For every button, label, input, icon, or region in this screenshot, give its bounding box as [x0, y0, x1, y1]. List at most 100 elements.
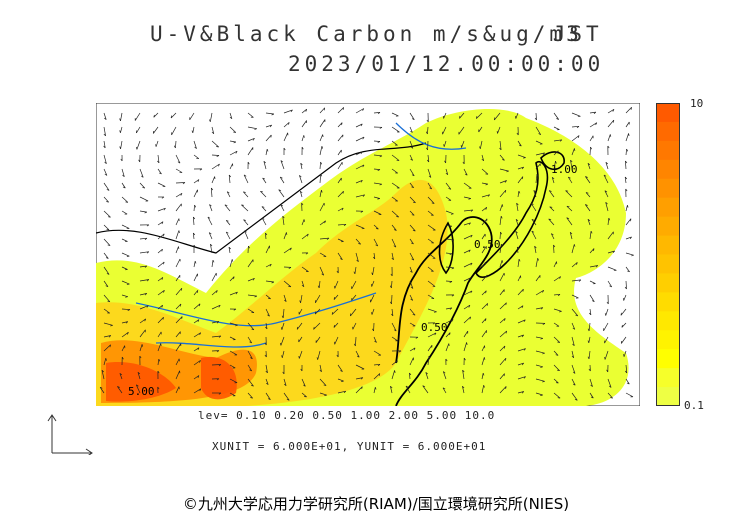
wind-arrow	[548, 190, 555, 198]
wind-arrow-head	[107, 216, 111, 218]
colorbar-band	[656, 159, 680, 180]
wind-arrow	[193, 179, 200, 184]
wind-arrow	[516, 246, 519, 254]
wind-arrow	[585, 204, 591, 212]
wind-arrow	[153, 126, 159, 134]
wind-arrow	[175, 303, 182, 310]
wind-arrow	[443, 140, 447, 147]
wind-arrow	[370, 294, 375, 303]
wind-arrow-head	[193, 244, 196, 248]
wind-arrow	[391, 168, 398, 174]
wind-arrow-head	[486, 303, 489, 306]
wind-arrow	[193, 319, 200, 324]
wind-arrow	[391, 294, 393, 305]
wind-arrow-head	[324, 220, 326, 224]
wind-arrow	[103, 196, 109, 203]
wind-arrow-head	[146, 224, 150, 227]
wind-arrow	[409, 224, 416, 232]
wind-arrow-head	[282, 215, 285, 219]
wind-arrow-head	[266, 148, 269, 152]
wind-arrow	[391, 280, 393, 289]
wind-arrow	[355, 179, 363, 184]
wind-arrow-head	[479, 146, 481, 149]
wind-arrow	[265, 378, 269, 385]
wind-arrow-head	[608, 217, 611, 221]
wind-arrow	[355, 238, 361, 245]
wind-arrow	[569, 232, 573, 240]
wind-arrow	[442, 126, 447, 135]
wind-arrow	[530, 203, 537, 212]
wind-arrow-head	[331, 312, 334, 315]
wind-arrow	[281, 350, 285, 358]
wind-arrow-head	[305, 252, 309, 255]
wind-arrow	[499, 289, 505, 296]
wind-arrow-head	[593, 248, 595, 252]
wind-arrow	[283, 122, 290, 128]
wind-arrow	[247, 147, 254, 156]
wind-arrow-head	[125, 201, 128, 203]
wind-arrow	[499, 154, 505, 161]
wind-arrow	[531, 230, 537, 240]
wind-arrow	[247, 126, 257, 130]
wind-arrow-head	[542, 290, 545, 293]
wind-arrow	[535, 126, 541, 135]
wind-arrow	[588, 336, 591, 343]
wind-arrow	[244, 230, 249, 240]
wind-arrow	[139, 279, 149, 282]
wind-arrow	[391, 308, 394, 316]
wind-arrow-head	[161, 196, 165, 199]
wind-arrow-head	[576, 262, 578, 265]
wind-arrow	[625, 205, 628, 212]
colorbar-band	[656, 368, 680, 388]
wind-arrow	[515, 112, 519, 119]
wind-arrow	[283, 280, 292, 288]
colorbar-band	[656, 140, 680, 161]
wind-arrow	[463, 209, 473, 212]
wind-arrow-head	[161, 248, 163, 252]
wind-arrow	[625, 236, 632, 240]
wind-arrow-head	[542, 352, 545, 355]
wind-arrow	[243, 174, 249, 184]
wind-arrow-head	[391, 257, 394, 261]
wind-arrow	[481, 261, 486, 268]
wind-arrow-head	[534, 117, 537, 121]
wind-arrow	[301, 266, 309, 272]
wind-arrow-head	[396, 360, 398, 364]
wind-arrow	[607, 266, 617, 271]
wind-arrow	[265, 149, 268, 156]
wind-arrow-head	[141, 344, 144, 347]
wind-arrow	[283, 378, 287, 386]
wind-arrow	[607, 217, 610, 226]
wind-arrow	[247, 322, 255, 331]
wind-arrow-head	[161, 305, 163, 308]
wind-arrow-head	[197, 375, 200, 378]
wind-arrow	[427, 345, 433, 352]
wind-arrow-head	[269, 264, 272, 267]
wind-arrow-head	[449, 225, 453, 228]
wind-arrow	[334, 336, 339, 345]
wind-arrow	[241, 204, 249, 212]
wind-arrow	[193, 347, 200, 352]
wind-arrow	[229, 378, 238, 384]
wind-arrow	[391, 126, 400, 133]
wind-arrow-head	[574, 398, 578, 401]
wind-arrow	[225, 220, 231, 226]
wind-arrow-head	[451, 239, 455, 242]
wind-arrow-head	[216, 378, 220, 381]
wind-arrow	[317, 350, 321, 360]
wind-arrow	[625, 266, 630, 273]
wind-arrow-head	[249, 369, 252, 372]
wind-arrow	[103, 294, 111, 303]
wind-arrow-head	[412, 313, 416, 316]
wind-arrow	[409, 196, 416, 204]
wind-arrow	[553, 276, 561, 282]
wind-arrow-head	[212, 259, 215, 263]
wind-arrow-head	[540, 366, 543, 368]
wind-arrow	[247, 378, 254, 387]
contour-label: 0.50	[421, 321, 448, 334]
wind-arrow-head	[393, 329, 397, 332]
wind-arrow	[371, 308, 375, 315]
wind-arrow	[463, 290, 473, 296]
wind-arrow	[445, 332, 451, 338]
wind-arrow-head	[122, 186, 126, 189]
